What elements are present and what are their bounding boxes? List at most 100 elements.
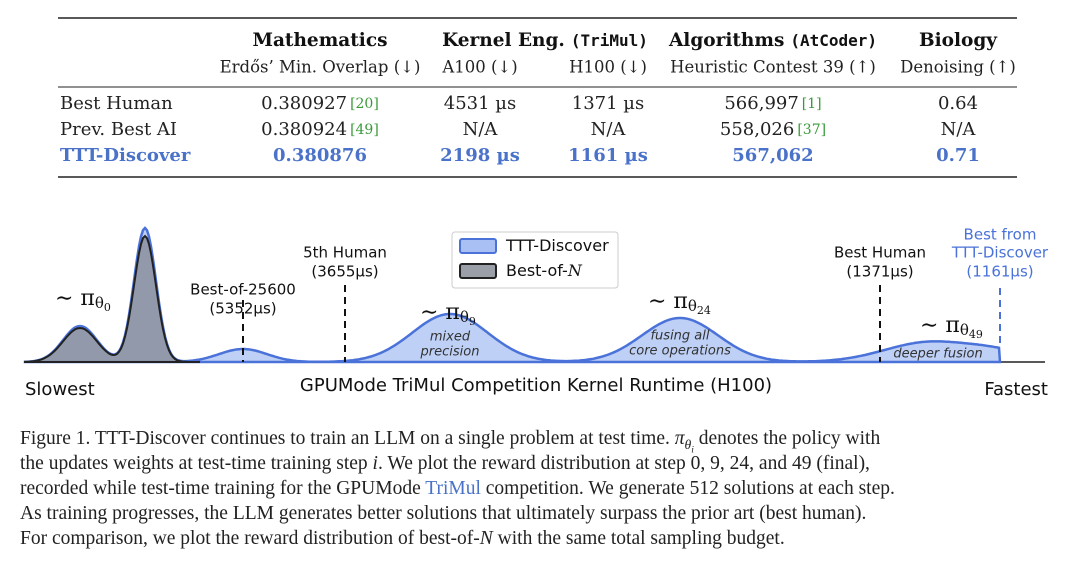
citation: [20] [350,96,379,112]
legend-swatch [459,263,497,279]
row-label: TTT-Discover [60,145,191,166]
marker-label: (1371µs) [846,263,913,281]
cell-value: 0.71 [936,145,980,166]
cell-value: 2198 µs [440,145,520,166]
marker-label: (3655µs) [311,263,378,281]
cell: 1161 µs [568,145,648,166]
caption-line: the updates weights at test-time trainin… [20,451,1070,476]
cell: 0.380924 [49] [261,119,379,140]
group-name: Mathematics [252,30,387,51]
cell-value: 0.380876 [273,145,367,166]
caption-text: recorded while test-time training for th… [20,478,426,499]
cell-value: N/A [463,119,499,140]
policy-step: 0 [104,301,111,314]
cell: 2198 µs [440,145,520,166]
legend-swatch [459,238,497,254]
cell: 0.71 [936,145,980,166]
cell-value: 0.380927 [261,93,347,114]
cell-value: 0.64 [938,93,978,114]
caption-var: N [479,528,493,549]
policy-label: ∼ πθ24 [648,289,711,317]
policy-symbol: ∼ π [648,289,688,314]
policy-theta: θ [688,297,697,315]
caption-text: . We plot the reward distribution at ste… [377,453,870,474]
policy-symbol: ∼ π [55,286,95,311]
column-group: Mathematics [252,30,387,51]
caption-text: As training progresses, the LLM generate… [20,503,867,524]
policy-theta: θ [960,321,969,339]
caption-var: i [372,453,378,474]
cell: 566,997 [1] [724,93,821,114]
column-header: Erdős’ Min. Overlap (↓) [220,58,421,77]
caption-link: TriMul [425,478,481,499]
cell-value: 566,997 [724,93,798,114]
group-name: Biology [919,30,998,51]
group-name: Algorithms [668,30,784,51]
policy-step: 49 [969,328,983,341]
policy-symbol: ∼ π [920,313,960,338]
row-label: Best Human [60,93,173,114]
column-header: A100 (↓) [441,58,517,77]
legend-label: Best-of-N [506,261,583,280]
citation: [1] [802,96,822,112]
cell: 4531 µs [444,93,516,114]
curve-note: core operations [629,344,731,359]
cell: 0.380876 [273,145,367,166]
marker-label: Best from [964,226,1037,244]
caption-text: the updates weights at test-time trainin… [20,453,373,474]
policy-step: 9 [469,315,476,328]
cell-value: 4531 µs [444,93,516,114]
axis-title: GPUMode TriMul Competition Kernel Runtim… [300,375,772,396]
math-theta: θ [684,436,692,452]
cell-value: 0.380924 [261,119,347,140]
caption-math: πθi [675,428,694,456]
axis-left: Slowest [25,379,95,400]
column-header: Heuristic Contest 39 (↑) [670,58,876,77]
column-group: Kernel Eng. (TriMul) [442,30,648,51]
citation: [37] [797,122,826,138]
legend-name: Best-of- [506,261,568,280]
cell: 1371 µs [572,93,644,114]
curve-note: precision [420,345,480,360]
policy-label: ∼ πθ0 [55,286,111,314]
caption-line: Figure 1. TTT-Discover continues to trai… [20,426,1070,456]
caption-text: Figure 1. TTT-Discover continues to trai… [20,428,675,449]
cell-value: 1161 µs [568,145,648,166]
caption: Figure 1. TTT-Discover continues to trai… [20,426,1070,551]
cell-value: 567,062 [732,145,813,166]
citation: [49] [350,122,379,138]
group-tag: (AtCoder) [790,31,877,50]
caption-text: competition. We generate 512 solutions a… [480,478,895,499]
cell: 558,026 [37] [720,119,826,140]
best-of-n-distribution [24,234,200,363]
group-tag: (TriMul) [571,31,648,50]
marker-label: Best-of-25600 [190,281,296,299]
marker-label: TTT-Discover [951,244,1049,262]
column-group: Biology [919,30,998,51]
math-subsub: i [691,444,694,456]
column-group: Algorithms (AtCoder) [668,30,877,51]
cell: 567,062 [732,145,813,166]
policy-symbol: ∼ π [420,300,460,325]
policy-label: ∼ πθ49 [920,313,983,341]
marker-label: (1161µs) [966,263,1033,281]
curve-note: deeper fusion [893,347,982,362]
cell-value: 558,026 [720,119,794,140]
group-name: Kernel Eng. [442,30,565,51]
math-sub: θi [684,436,694,456]
cell-value: N/A [941,119,977,140]
legend-label: TTT-Discover [505,236,609,255]
cell: 0.64 [938,93,978,114]
caption-line: As training progresses, the LLM generate… [20,501,1070,526]
policy-label: ∼ πθ9 [420,300,476,328]
column-header: H100 (↓) [569,58,647,77]
column-header: Denoising (↑) [900,58,1016,77]
axis-right: Fastest [984,379,1048,400]
cell: N/A [463,119,499,140]
policy-theta: θ [460,308,469,326]
marker-label: (5352µs) [209,300,276,318]
caption-line: recorded while test-time training for th… [20,476,1070,501]
caption-text: with the same total sampling budget. [492,528,785,549]
cell: N/A [591,119,627,140]
